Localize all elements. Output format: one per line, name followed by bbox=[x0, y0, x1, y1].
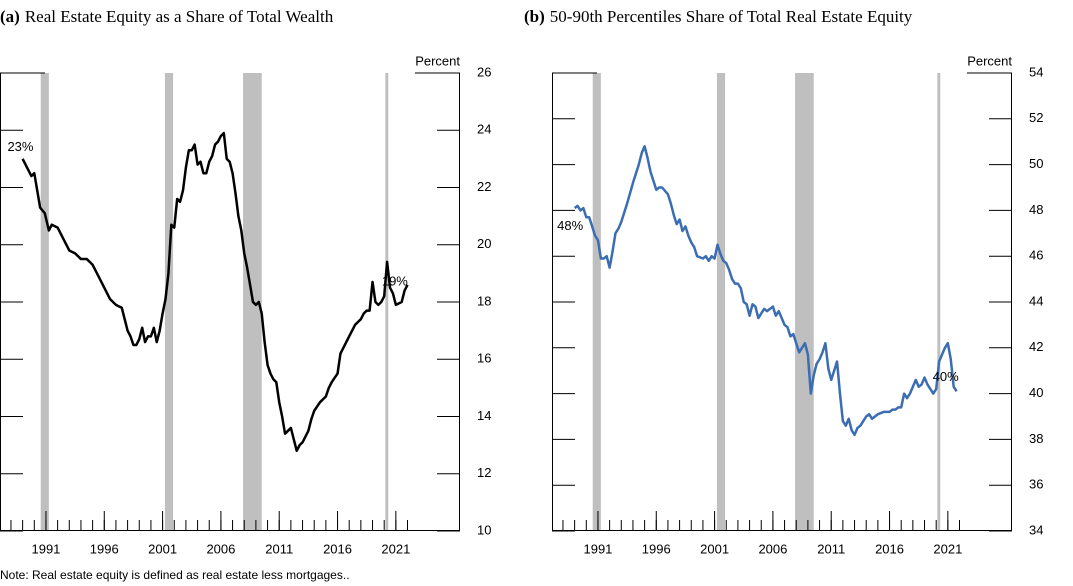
y-tick-label: 20 bbox=[477, 236, 491, 251]
annotation: 23% bbox=[7, 139, 33, 154]
x-tick-label: 2016 bbox=[323, 541, 352, 556]
x-tick-label: 1991 bbox=[31, 541, 60, 556]
x-tick-label: 2016 bbox=[875, 541, 904, 556]
y-tick-label: 50 bbox=[1029, 156, 1043, 171]
y-tick-label: 24 bbox=[477, 122, 491, 137]
recession-band bbox=[716, 73, 726, 531]
recession-band bbox=[937, 73, 941, 531]
x-tick-label: 2006 bbox=[758, 541, 787, 556]
y-tick-label: 48 bbox=[1029, 202, 1043, 217]
recession-band bbox=[164, 73, 174, 531]
y-tick-label: 22 bbox=[477, 179, 491, 194]
annotation: 40% bbox=[933, 369, 959, 384]
x-tick-label: 2021 bbox=[933, 541, 962, 556]
y-tick-label: 10 bbox=[477, 522, 491, 537]
recession-band bbox=[592, 73, 601, 531]
recession-band bbox=[40, 73, 49, 531]
panel-title-text: 50-90th Percentiles Share of Total Real … bbox=[550, 7, 913, 26]
x-tick-label: 2001 bbox=[700, 541, 729, 556]
panel-label: (b) bbox=[524, 7, 545, 26]
x-tick-label: 2011 bbox=[265, 541, 293, 556]
note: Note: Real estate equity is defined as r… bbox=[0, 568, 350, 582]
y-tick-label: 54 bbox=[1029, 64, 1043, 79]
recession-band bbox=[385, 73, 389, 531]
data-line bbox=[21, 131, 409, 453]
x-tick-label: 1996 bbox=[642, 541, 671, 556]
panel-label: (a) bbox=[0, 7, 20, 26]
panel-title: (b) 50-90th Percentiles Share of Total Re… bbox=[524, 7, 913, 26]
y-tick-label: 52 bbox=[1029, 110, 1043, 125]
x-tick-label: 2021 bbox=[381, 541, 410, 556]
panel-title: (a) Real Estate Equity as a Share of Tota… bbox=[0, 7, 334, 26]
annotation: 48% bbox=[557, 218, 583, 233]
panel-title-text: Real Estate Equity as a Share of Total W… bbox=[25, 7, 334, 26]
x-tick-label: 2001 bbox=[148, 541, 177, 556]
annotation: 19% bbox=[382, 273, 408, 288]
y-tick-label: 44 bbox=[1029, 293, 1043, 308]
y-tick-label: 42 bbox=[1029, 339, 1043, 354]
y-tick-label: 34 bbox=[1029, 522, 1043, 537]
y-axis-label: Percent bbox=[415, 53, 460, 68]
y-tick-label: 14 bbox=[477, 408, 491, 423]
x-tick-label: 2006 bbox=[206, 541, 235, 556]
x-tick-label: 1996 bbox=[90, 541, 119, 556]
y-tick-label: 46 bbox=[1029, 248, 1043, 263]
recession-band bbox=[795, 73, 814, 531]
y-tick-label: 36 bbox=[1029, 477, 1043, 492]
y-tick-label: 18 bbox=[477, 293, 491, 308]
y-tick-label: 38 bbox=[1029, 431, 1043, 446]
y-tick-label: 40 bbox=[1029, 385, 1043, 400]
data-line bbox=[573, 145, 958, 437]
x-tick-label: 1991 bbox=[583, 541, 612, 556]
y-tick-label: 16 bbox=[477, 351, 491, 366]
y-tick-label: 12 bbox=[477, 465, 491, 480]
y-tick-label: 26 bbox=[477, 64, 491, 79]
y-axis-label: Percent bbox=[967, 53, 1012, 68]
x-tick-label: 2011 bbox=[817, 541, 845, 556]
